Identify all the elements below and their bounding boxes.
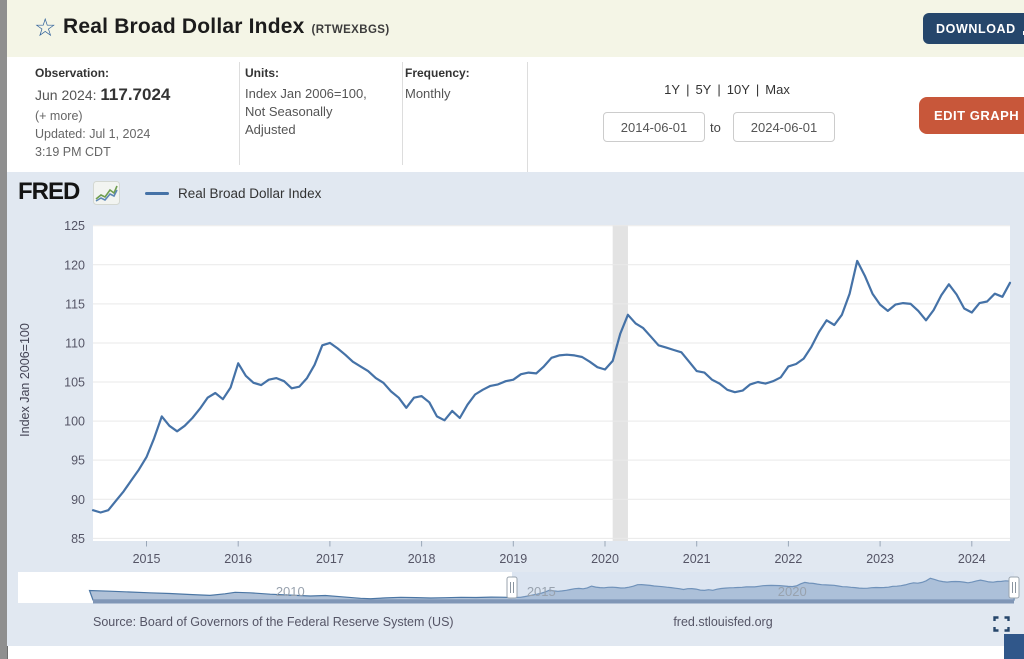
svg-text:85: 85 — [71, 532, 85, 546]
frequency-value: Monthly — [405, 86, 451, 101]
frequency-column: Frequency: Monthly — [405, 66, 515, 103]
download-button[interactable]: DOWNLOAD — [923, 13, 1024, 44]
source-attribution: Source: Board of Governors of the Federa… — [93, 615, 454, 629]
svg-text:2019: 2019 — [499, 552, 527, 566]
observation-column: Observation: Jun 2024: 117.7024 (+ more)… — [35, 66, 235, 159]
fullscreen-icon[interactable] — [993, 616, 1010, 632]
site-link[interactable]: fred.stlouisfed.org — [673, 615, 773, 629]
svg-text:110: 110 — [65, 336, 85, 350]
start-date-input[interactable] — [603, 112, 705, 142]
edit-graph-button[interactable]: EDIT GRAPH ⚙ — [919, 97, 1024, 134]
divider — [402, 62, 403, 165]
svg-text:2010: 2010 — [276, 584, 305, 599]
line-chart-icon — [93, 181, 120, 205]
range-5y-link[interactable]: 5Y — [695, 82, 712, 97]
divider — [527, 62, 528, 172]
legend-line-swatch — [145, 192, 169, 195]
more-observations-link[interactable]: (+ more) — [35, 109, 83, 123]
range-max-link[interactable]: Max — [765, 82, 790, 97]
slider-handle[interactable] — [1008, 576, 1020, 599]
svg-text:2023: 2023 — [866, 552, 894, 566]
end-date-input[interactable] — [733, 112, 835, 142]
range-10y-link[interactable]: 10Y — [726, 82, 750, 97]
svg-text:120: 120 — [64, 258, 85, 272]
chart-panel: 125 120 115 110 105 100 95 90 85 2015 2016 2017 2018… — [7, 172, 1024, 646]
svg-text:2020: 2020 — [778, 584, 807, 599]
svg-text:105: 105 — [64, 376, 85, 390]
range-separator: | — [717, 82, 721, 97]
fred-logo: FRED — [18, 178, 80, 205]
series-title: Real Broad Dollar Index — [63, 15, 305, 38]
units-line: Adjusted — [245, 122, 296, 137]
observation-date: Jun 2024: — [35, 87, 101, 103]
download-label: DOWNLOAD — [936, 21, 1016, 36]
series-info-band: Observation: Jun 2024: 117.7024 (+ more)… — [7, 57, 1024, 172]
chat-widget-corner[interactable] — [1004, 634, 1024, 659]
series-code: (RTWEXBGS) — [311, 24, 390, 36]
svg-text:2020: 2020 — [591, 552, 619, 566]
chart-legend: Real Broad Dollar Index — [145, 186, 321, 201]
edit-graph-label: EDIT GRAPH — [934, 108, 1020, 123]
favorite-star-icon[interactable]: ☆ — [34, 14, 57, 42]
page-title: Real Broad Dollar Index (RTWEXBGS) — [63, 15, 390, 39]
range-separator: | — [755, 82, 760, 97]
svg-text:100: 100 — [64, 415, 85, 429]
svg-text:2016: 2016 — [224, 552, 252, 566]
page-header: ☆ Real Broad Dollar Index (RTWEXBGS) DOWN… — [7, 0, 1024, 57]
observation-value: 117.7024 — [100, 85, 171, 104]
to-label: to — [710, 120, 721, 135]
svg-text:Index Jan 2006=100: Index Jan 2006=100 — [18, 323, 32, 437]
svg-text:2017: 2017 — [316, 552, 344, 566]
legend-series-name: Real Broad Dollar Index — [178, 186, 322, 201]
svg-text:95: 95 — [71, 454, 85, 468]
svg-text:2015: 2015 — [527, 584, 556, 599]
updated-date: Updated: Jul 1, 2024 — [35, 127, 151, 141]
svg-text:125: 125 — [64, 219, 85, 233]
units-label: Units: — [245, 66, 279, 80]
svg-text:2024: 2024 — [958, 552, 986, 566]
updated-time: 3:19 PM CDT — [35, 145, 111, 159]
svg-text:2018: 2018 — [408, 552, 436, 566]
units-column: Units: Index Jan 2006=100, Not Seasonall… — [245, 66, 390, 139]
observation-line: Jun 2024: 117.7024 — [35, 85, 235, 105]
svg-text:90: 90 — [71, 493, 85, 507]
units-line: Index Jan 2006=100, — [245, 86, 367, 101]
slider-handle[interactable] — [506, 576, 518, 599]
frequency-label: Frequency: — [405, 66, 470, 80]
range-1y-link[interactable]: 1Y — [664, 82, 681, 97]
svg-text:115: 115 — [65, 297, 85, 311]
units-line: Not Seasonally — [245, 104, 333, 119]
range-separator: | — [686, 82, 690, 97]
observation-label: Observation: — [35, 66, 110, 80]
main-chart[interactable]: 125 120 115 110 105 100 95 90 85 2015 2016 2017 2018… — [7, 172, 1024, 646]
divider — [239, 62, 240, 165]
svg-text:2021: 2021 — [683, 552, 711, 566]
svg-text:2015: 2015 — [133, 552, 161, 566]
zoom-range-links: 1Y | 5Y | 10Y | Max — [602, 82, 852, 97]
svg-text:2022: 2022 — [774, 552, 802, 566]
